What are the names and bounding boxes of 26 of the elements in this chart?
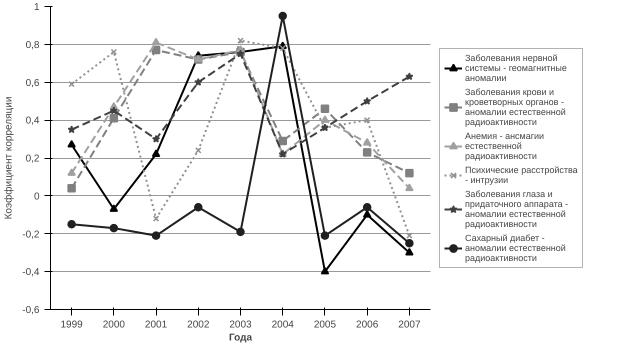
legend-label: Заболевания крови и кроветворных органов - аномалии естественной радиоактивности (465, 86, 566, 126)
legend-label: Сахарный диабет - аномалии естественной радиоактивности (465, 232, 566, 262)
y-tick-label: 0,4 (26, 116, 40, 127)
x-tick-label: 2003 (229, 320, 252, 330)
y-tick-label: -0,2 (22, 229, 40, 240)
x-tick-label: 2007 (398, 320, 421, 330)
y-tick-label: 1 (34, 2, 40, 13)
y-tick-label: 0,6 (26, 78, 40, 89)
x-tick-label: 2000 (102, 320, 126, 330)
x-tick-label: 2004 (272, 320, 294, 330)
legend-label: Заболевания нервной системы - геомагнитные аномалии (465, 52, 567, 82)
y-tick-label: -0,6 (22, 305, 40, 316)
legend-label: Психические расстройства - интрузии (465, 164, 578, 184)
x-tick-label: 2005 (314, 320, 337, 330)
x-tick-label: 2006 (356, 320, 379, 330)
x-tick-label: 2002 (187, 320, 210, 330)
y-tick-label: 0,8 (26, 40, 40, 51)
x-axis-title: Года (228, 332, 252, 344)
legend-label: Анемия - ансмагии естественной радиоактивности (465, 130, 544, 160)
y-tick-label: -0,4 (22, 267, 40, 278)
x-tick-label: 2001 (144, 320, 168, 330)
y-axis-title: Коэффициент корреляции (3, 96, 14, 220)
y-tick-label: 0 (34, 191, 40, 202)
legend-label: Заболевания глаза и придаточного аппарата - аномалии естественной радиоактивности (465, 188, 568, 228)
x-tick-label: 1999 (60, 320, 84, 330)
y-tick-label: 0,2 (26, 154, 40, 164)
